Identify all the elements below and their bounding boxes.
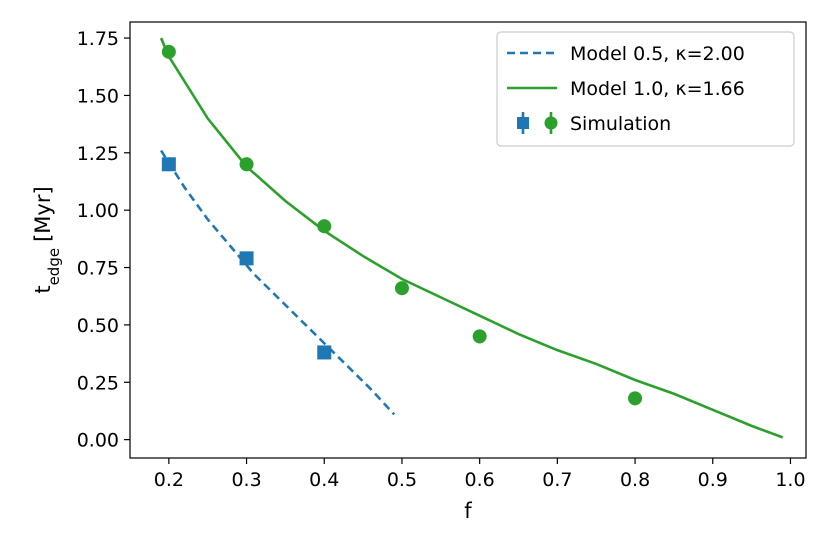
x-tick-label: 0.9 — [698, 469, 728, 491]
legend-label: Simulation — [570, 113, 671, 135]
x-tick-label: 0.4 — [309, 469, 339, 491]
y-axis-label: tedge [Myr] — [31, 186, 63, 293]
data-point-circle — [239, 157, 254, 172]
data-point-circle — [317, 219, 332, 234]
x-axis-ticks: 0.2 0.3 0.4 0.5 0.6 0.7 0.8 0.9 1.0 — [154, 458, 806, 491]
x-tick-label: 0.3 — [231, 469, 261, 491]
y-tick-label: 1.75 — [77, 28, 119, 50]
legend: Model 0.5, κ=2.00 Model 1.0, κ=1.66 Simula… — [496, 31, 795, 147]
x-tick-label: 0.7 — [542, 469, 572, 491]
legend-label: Model 1.0, κ=1.66 — [570, 78, 745, 100]
x-tick-label: 0.5 — [387, 469, 417, 491]
x-tick-label: 1.0 — [775, 469, 805, 491]
data-point-square — [239, 251, 254, 266]
data-point-circle — [394, 281, 409, 296]
series-line-1 — [159, 37, 784, 439]
axes-frame — [129, 21, 807, 459]
legend-marker-square — [517, 117, 529, 129]
y-tick-label: 0.75 — [77, 258, 119, 280]
x-tick-label: 0.8 — [620, 469, 650, 491]
data-point-square — [161, 157, 176, 172]
legend-label: Model 0.5, κ=2.00 — [570, 43, 745, 65]
y-axis-label-main: t — [31, 285, 55, 293]
y-tick-label: 0.50 — [77, 315, 119, 337]
data-point-square — [317, 345, 332, 360]
y-tick-label: 1.25 — [77, 143, 119, 165]
x-tick-label: 0.6 — [465, 469, 495, 491]
legend-box — [496, 31, 795, 147]
series-line-0 — [159, 149, 396, 416]
series-layer — [159, 37, 784, 439]
data-point-circle — [472, 329, 487, 344]
data-point-circle — [161, 44, 176, 59]
x-axis-label: f — [464, 499, 472, 523]
y-axis-label-subscript: edge — [45, 248, 63, 286]
x-tick-label: 0.2 — [154, 469, 184, 491]
plot-area — [129, 21, 807, 459]
legend-marker-circle — [544, 116, 558, 130]
y-tick-label: 0.25 — [77, 372, 119, 394]
y-tick-label: 0.00 — [77, 430, 119, 452]
y-tick-label: 1.00 — [77, 200, 119, 222]
y-axis-label-unit: [Myr] — [31, 186, 55, 242]
y-axis-ticks: 0.00 0.25 0.50 0.75 1.00 1.25 1.50 1.75 — [77, 28, 130, 452]
data-point-circle — [628, 391, 643, 406]
y-tick-label: 1.50 — [77, 85, 119, 107]
